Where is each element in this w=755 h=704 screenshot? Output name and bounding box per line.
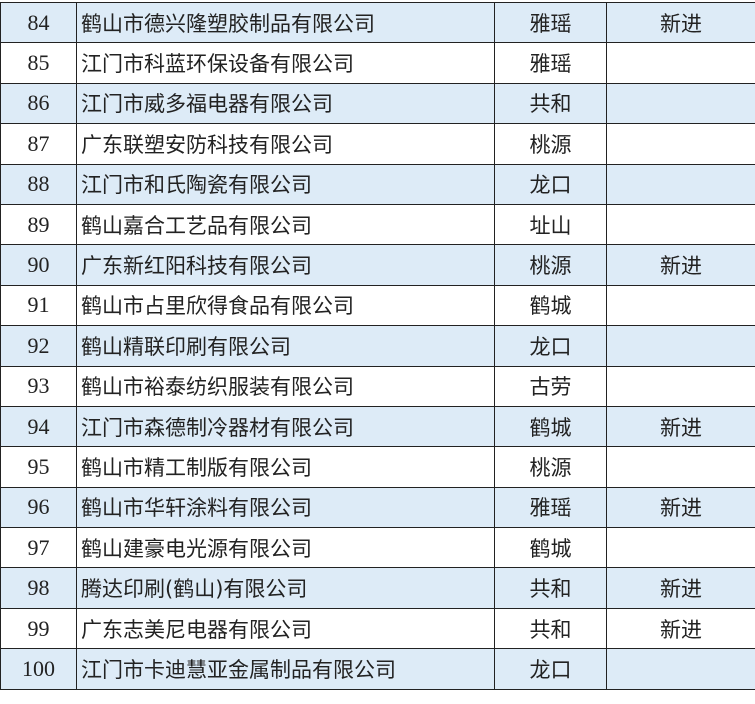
company-name: 江门市和氏陶瓷有限公司 <box>76 163 495 205</box>
company-name: 江门市威多福电器有限公司 <box>76 82 495 125</box>
company-name: 鹤山建豪电光源有限公司 <box>76 527 495 569</box>
company-table: 84 鹤山市德兴隆塑胶制品有限公司 雅瑶 新进 85 江门市科蓝环保设备有限公司 雅瑶 86 江… <box>0 1 755 690</box>
town-name: 桃源 <box>494 244 607 286</box>
table-row: 86 江门市威多福电器有限公司 共和 <box>0 82 755 125</box>
row-number: 88 <box>0 163 77 205</box>
town-name: 桃源 <box>494 123 607 165</box>
note-cell <box>606 446 755 488</box>
company-name: 鹤山市精工制版有限公司 <box>76 446 495 488</box>
note-cell <box>606 648 755 690</box>
table-row: 89 鹤山嘉合工艺品有限公司 址山 <box>0 203 755 246</box>
town-name: 雅瑶 <box>494 42 607 84</box>
table-row: 84 鹤山市德兴隆塑胶制品有限公司 雅瑶 新进 <box>0 1 755 44</box>
town-name: 龙口 <box>494 325 607 367</box>
note-cell <box>606 163 755 205</box>
company-name: 江门市森德制冷器材有限公司 <box>76 405 495 448</box>
company-name: 江门市卡迪慧亚金属制品有限公司 <box>76 648 495 690</box>
row-number: 97 <box>0 527 77 569</box>
company-name: 鹤山市德兴隆塑胶制品有限公司 <box>76 1 495 44</box>
company-name: 广东新红阳科技有限公司 <box>76 244 495 286</box>
table-row: 95 鹤山市精工制版有限公司 桃源 <box>0 446 755 488</box>
town-name: 鹤城 <box>494 284 607 327</box>
note-cell: 新进 <box>606 1 755 44</box>
row-number: 84 <box>0 1 77 44</box>
note-cell: 新进 <box>606 405 755 448</box>
row-number: 95 <box>0 446 77 488</box>
company-name: 鹤山市华轩涂料有限公司 <box>76 486 495 529</box>
note-cell: 新进 <box>606 607 755 650</box>
table-row: 99 广东志美尼电器有限公司 共和 新进 <box>0 607 755 650</box>
note-cell <box>606 42 755 84</box>
table-row: 97 鹤山建豪电光源有限公司 鹤城 <box>0 527 755 569</box>
town-name: 龙口 <box>494 648 607 690</box>
row-number: 100 <box>0 648 77 690</box>
table-row: 87 广东联塑安防科技有限公司 桃源 <box>0 123 755 165</box>
note-cell <box>606 123 755 165</box>
company-name: 鹤山嘉合工艺品有限公司 <box>76 203 495 246</box>
row-number: 89 <box>0 203 77 246</box>
table-row: 94 江门市森德制冷器材有限公司 鹤城 新进 <box>0 405 755 448</box>
row-number: 99 <box>0 607 77 650</box>
town-name: 鹤城 <box>494 527 607 569</box>
town-name: 雅瑶 <box>494 1 607 44</box>
table-row: 98 腾达印刷(鹤山)有限公司 共和 新进 <box>0 567 755 609</box>
row-number: 86 <box>0 82 77 125</box>
table-row: 100 江门市卡迪慧亚金属制品有限公司 龙口 <box>0 648 755 690</box>
note-cell <box>606 325 755 367</box>
table-row: 91 鹤山市占里欣得食品有限公司 鹤城 <box>0 284 755 327</box>
table-row: 92 鹤山精联印刷有限公司 龙口 <box>0 325 755 367</box>
company-name: 鹤山市裕泰纺织服装有限公司 <box>76 365 495 407</box>
note-cell <box>606 365 755 407</box>
note-cell <box>606 82 755 125</box>
table-row: 88 江门市和氏陶瓷有限公司 龙口 <box>0 163 755 205</box>
company-name: 腾达印刷(鹤山)有限公司 <box>76 567 495 609</box>
table-row: 96 鹤山市华轩涂料有限公司 雅瑶 新进 <box>0 486 755 529</box>
town-name: 鹤城 <box>494 405 607 448</box>
row-number: 85 <box>0 42 77 84</box>
table-row: 90 广东新红阳科技有限公司 桃源 新进 <box>0 244 755 286</box>
row-number: 91 <box>0 284 77 327</box>
town-name: 共和 <box>494 82 607 125</box>
row-number: 87 <box>0 123 77 165</box>
note-cell: 新进 <box>606 244 755 286</box>
company-name: 江门市科蓝环保设备有限公司 <box>76 42 495 84</box>
town-name: 古劳 <box>494 365 607 407</box>
town-name: 址山 <box>494 203 607 246</box>
note-cell <box>606 284 755 327</box>
note-cell: 新进 <box>606 567 755 609</box>
table-row: 93 鹤山市裕泰纺织服装有限公司 古劳 <box>0 365 755 407</box>
town-name: 共和 <box>494 607 607 650</box>
row-number: 90 <box>0 244 77 286</box>
town-name: 桃源 <box>494 446 607 488</box>
company-name: 鹤山精联印刷有限公司 <box>76 325 495 367</box>
row-number: 98 <box>0 567 77 609</box>
note-cell: 新进 <box>606 486 755 529</box>
note-cell <box>606 203 755 246</box>
row-number: 93 <box>0 365 77 407</box>
company-name: 广东联塑安防科技有限公司 <box>76 123 495 165</box>
table-row: 85 江门市科蓝环保设备有限公司 雅瑶 <box>0 42 755 84</box>
company-name: 鹤山市占里欣得食品有限公司 <box>76 284 495 327</box>
company-name: 广东志美尼电器有限公司 <box>76 607 495 650</box>
town-name: 雅瑶 <box>494 486 607 529</box>
town-name: 龙口 <box>494 163 607 205</box>
note-cell <box>606 527 755 569</box>
row-number: 92 <box>0 325 77 367</box>
town-name: 共和 <box>494 567 607 609</box>
row-number: 96 <box>0 486 77 529</box>
row-number: 94 <box>0 405 77 448</box>
